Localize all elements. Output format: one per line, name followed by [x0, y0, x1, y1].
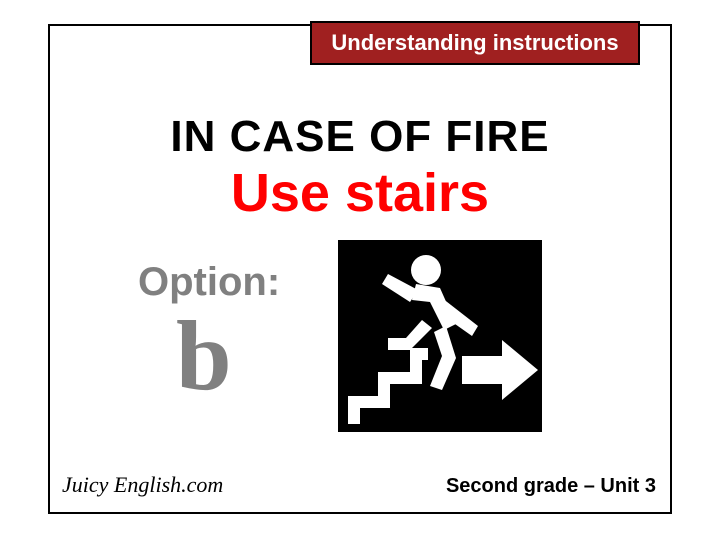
stairs-exit-sign: [338, 240, 542, 432]
slide-frame: Understanding instructions IN CASE OF FI…: [48, 24, 672, 514]
title-banner-text: Understanding instructions: [331, 30, 618, 56]
option-letter: b: [176, 306, 232, 406]
stairs-exit-icon: [338, 240, 542, 432]
footer-text: Second grade – Unit 3: [446, 475, 656, 498]
heading: IN CASE OF FIRE: [50, 112, 670, 162]
title-banner: Understanding instructions: [310, 21, 640, 65]
subheading: Use stairs: [50, 162, 670, 224]
brand-text: Juicy English.com: [62, 472, 223, 498]
option-label: Option:: [138, 260, 280, 305]
